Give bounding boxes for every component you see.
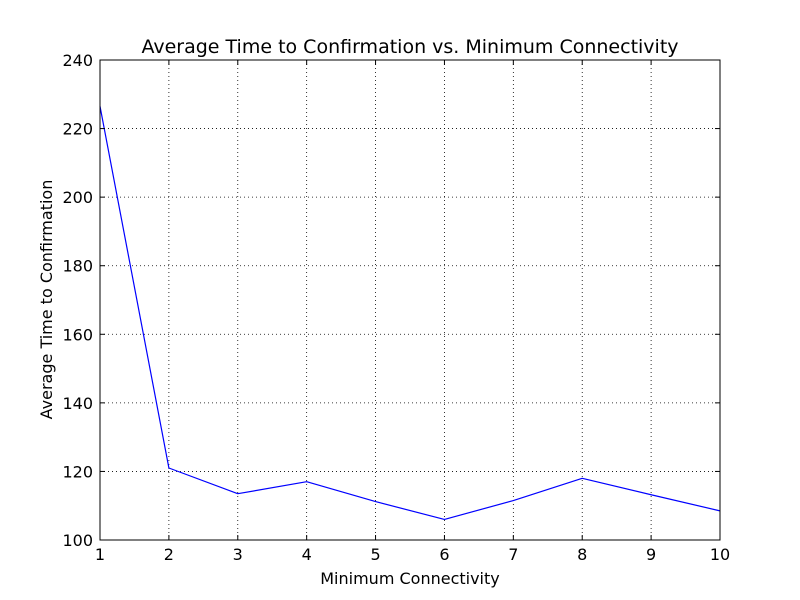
y-tick-label: 100 — [62, 531, 93, 550]
x-tick-label: 6 — [439, 545, 449, 564]
y-tick-label: 220 — [62, 120, 93, 139]
y-tick-label: 120 — [62, 462, 93, 481]
y-tick-label: 160 — [62, 325, 93, 344]
axis-ticks — [99, 59, 721, 541]
x-tick-label: 8 — [577, 545, 587, 564]
chart-title: Average Time to Confirmation vs. Minimum… — [141, 36, 678, 58]
series-layer — [99, 106, 721, 521]
x-tick-label: 10 — [710, 545, 730, 564]
y-tick-labels: 100 120 140 160 180 200 220 240 — [62, 51, 93, 550]
x-tick-labels: 1 2 3 4 5 6 7 8 9 10 — [95, 545, 730, 564]
plot-area-frame — [99, 59, 721, 541]
series-line — [99, 106, 721, 521]
x-tick-label: 2 — [164, 545, 174, 564]
x-tick-label: 4 — [302, 545, 312, 564]
x-axis-label: Minimum Connectivity — [320, 569, 500, 588]
y-axis-label: Average Time to Confirmation — [37, 180, 56, 420]
y-tick-label: 240 — [62, 51, 93, 70]
y-tick-label: 180 — [62, 257, 93, 276]
x-tick-label: 3 — [233, 545, 243, 564]
x-tick-label: 9 — [646, 545, 656, 564]
x-tick-label: 7 — [508, 545, 518, 564]
y-tick-label: 200 — [62, 188, 93, 207]
x-tick-label: 5 — [370, 545, 380, 564]
y-tick-label: 140 — [62, 394, 93, 413]
x-tick-label: 1 — [95, 545, 105, 564]
